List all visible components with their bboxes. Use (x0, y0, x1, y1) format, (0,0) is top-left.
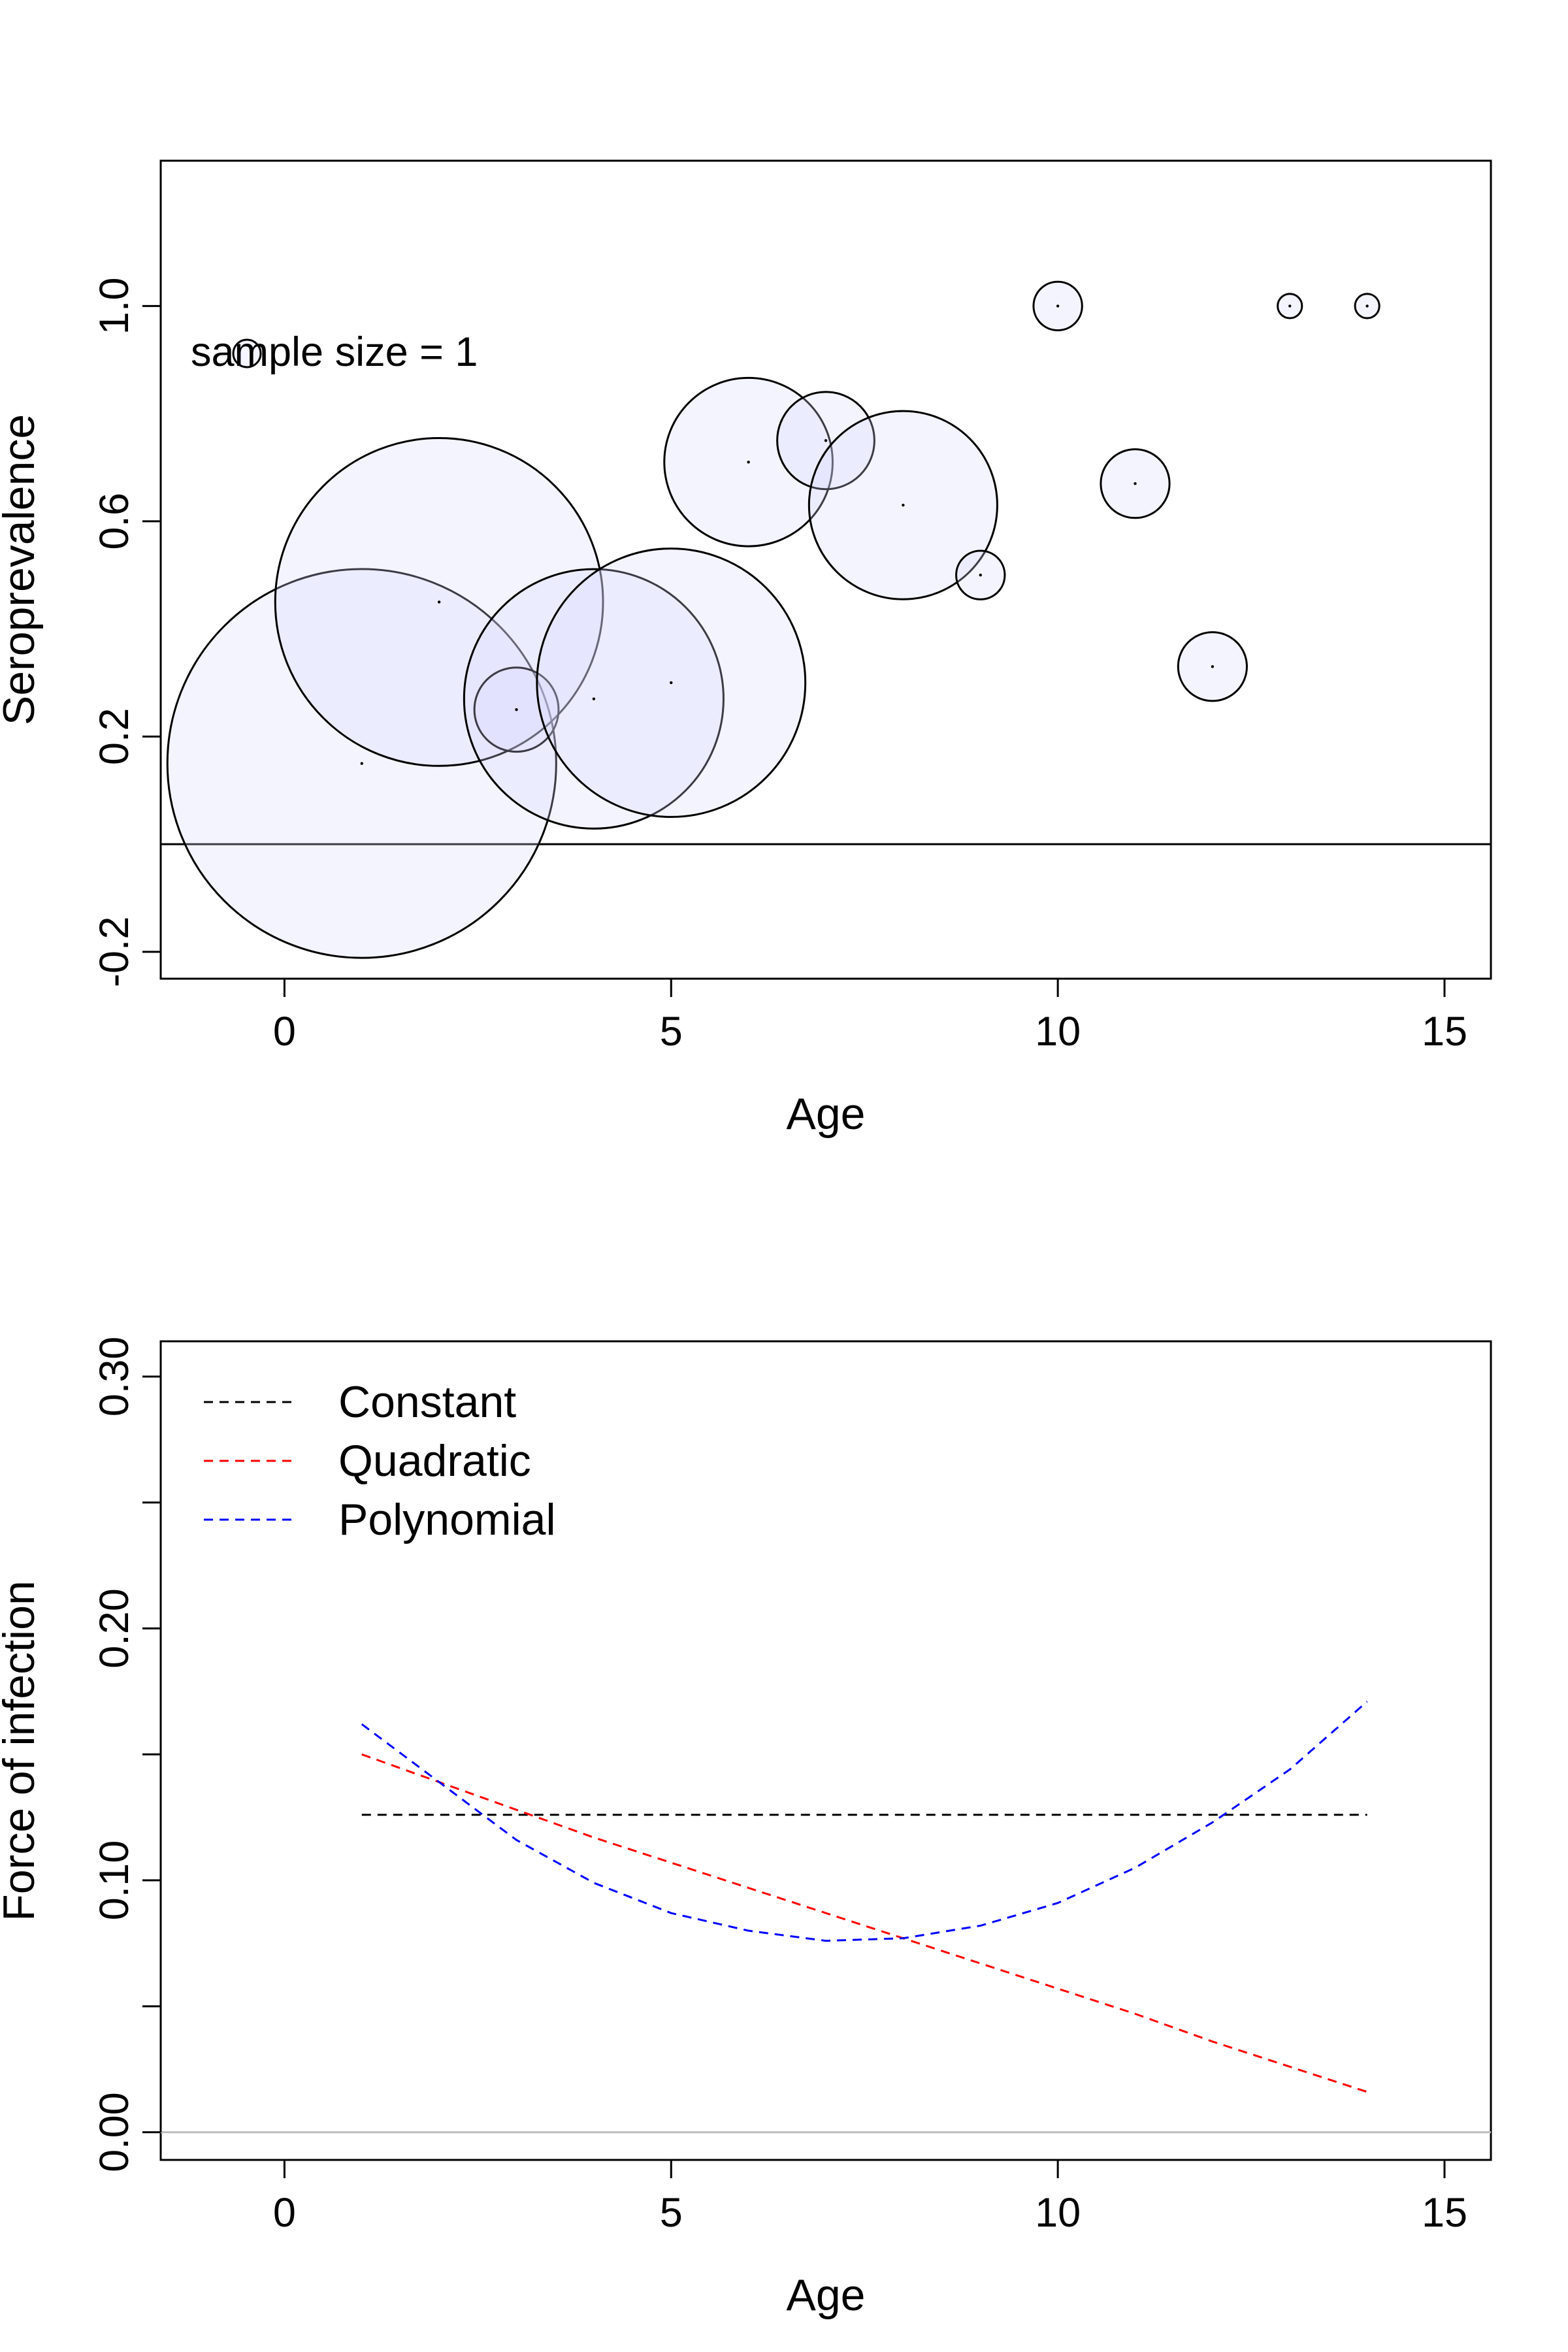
seroprevalence-panel: sample size = 1 0 5 10 15 -0.2 0.2 0.6 1.0 Age… (0, 159, 1492, 1139)
y-tick-label: 0.30 (91, 1337, 137, 1417)
y-axis-title: Force of infection (0, 1580, 44, 1921)
x-tick-label: 10 (1035, 1009, 1081, 1054)
series-line-quadratic (361, 1753, 1368, 2093)
x-tick-label: 0 (273, 1009, 296, 1054)
x-axis-title: Age (787, 2270, 866, 2320)
bubble-center-age-9 (979, 574, 982, 577)
bubble-center-age-11 (1134, 482, 1137, 485)
y-axis: -0.2 0.2 0.6 1.0 (91, 278, 162, 988)
line-series (361, 1701, 1368, 2093)
y-tick-label: 1.0 (91, 278, 137, 335)
bubble-series (166, 280, 1380, 959)
x-axis-title: Age (787, 1089, 866, 1139)
bubble-center-age-7 (824, 439, 828, 442)
y-tick-label: 0.20 (91, 1588, 137, 1669)
y-axis-title: Seroprevalence (0, 414, 44, 725)
bubble-center-age-4 (592, 697, 596, 700)
bubble-center-age-8 (902, 503, 905, 507)
legend-label-polynomial: Polynomial (338, 1495, 556, 1544)
y-tick-label: -0.2 (91, 917, 137, 988)
bubble-center-age-3 (515, 708, 518, 711)
force-of-infection-panel: Constant Quadratic Polynomial 0 5 10 15 0.0… (0, 1337, 1492, 2320)
x-axis: 0 5 10 15 (273, 977, 1467, 1054)
bubble-center-age-5 (670, 681, 673, 685)
bubble-center-age-2 (437, 600, 441, 604)
bubble-center-age-14 (1365, 304, 1369, 308)
x-tick-label: 5 (660, 1009, 683, 1054)
x-tick-label: 15 (1422, 1009, 1467, 1054)
bubble-center-age-10 (1056, 304, 1060, 308)
x-tick-label: 5 (660, 2190, 683, 2236)
series-line-polynomial (361, 1701, 1368, 1942)
y-axis: 0.00 0.10 0.20 0.30 (91, 1337, 162, 2172)
legend-label-constant: Constant (338, 1377, 516, 1427)
bubble-center-age-13 (1288, 304, 1292, 308)
x-tick-label: 10 (1035, 2190, 1081, 2236)
x-tick-label: 0 (273, 2190, 296, 2236)
y-tick-label: 0.2 (91, 708, 137, 766)
bubble-centers (360, 304, 1369, 765)
legend: Constant Quadratic Polynomial (204, 1377, 556, 1544)
sample-size-annotation: sample size = 1 (191, 329, 478, 375)
bubble-center-age-1 (360, 762, 363, 765)
legend-label-quadratic: Quadratic (338, 1436, 531, 1486)
bubble-center-age-12 (1211, 665, 1215, 668)
x-axis: 0 5 10 15 (273, 2159, 1467, 2236)
bubble-center-age-6 (747, 461, 750, 464)
y-tick-label: 0.00 (91, 2092, 137, 2172)
x-tick-label: 15 (1422, 2190, 1467, 2236)
y-tick-label: 0.10 (91, 1840, 137, 1921)
sample-size-legend-circle (232, 338, 262, 368)
y-tick-label: 0.6 (91, 493, 137, 550)
